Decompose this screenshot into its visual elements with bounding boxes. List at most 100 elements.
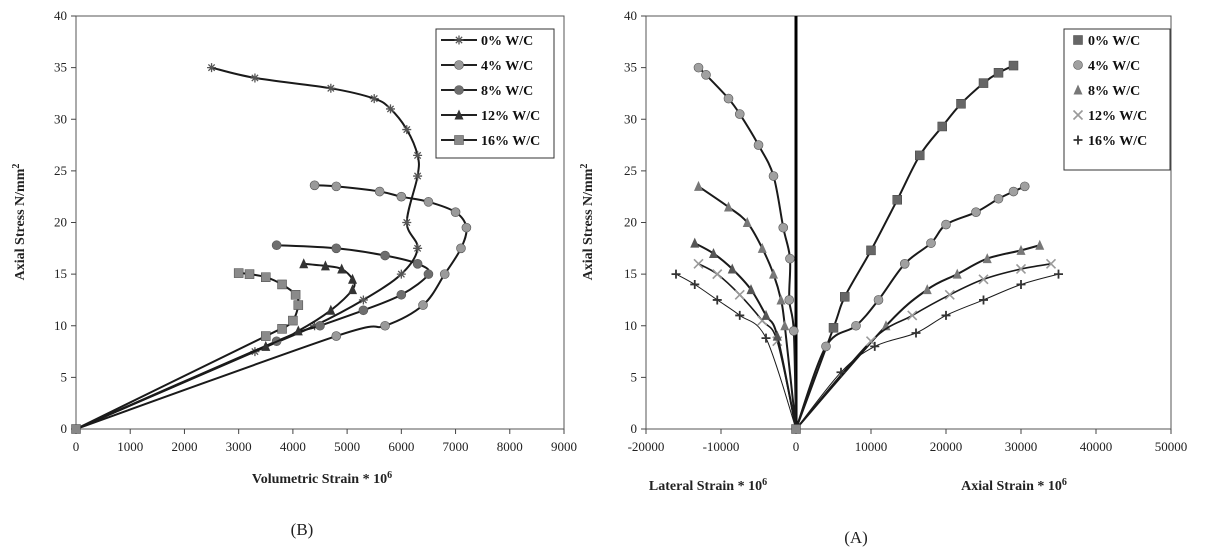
chart-a-y-tick-label: 25 — [624, 163, 637, 178]
chart-b-data-point — [309, 180, 320, 191]
chart-a-data-point — [941, 310, 951, 320]
legend-entry: 16% W/C — [481, 134, 540, 149]
chart-b-data-point — [207, 63, 217, 73]
chart-a: 0 5 10 15 20 25 30 35 40 -20000 -10000 0 10000 20000 3… — [579, 8, 1188, 547]
chart-a-data-point — [671, 269, 681, 279]
chart-a-data-point — [911, 328, 921, 338]
chart-a-data-point — [1019, 181, 1030, 192]
chart-b-data-point — [348, 284, 358, 295]
chart-a-data-point — [828, 323, 839, 333]
chart-a-legend-box — [1063, 28, 1171, 171]
chart-a-data-point — [746, 284, 756, 295]
chart-a-data-point — [1035, 239, 1045, 250]
chart-a-data-point — [690, 279, 700, 289]
chart-a-data-point — [701, 70, 711, 80]
chart-b-data-point — [439, 269, 450, 279]
chart-b-series — [75, 258, 358, 430]
chart-a-data-point — [907, 310, 918, 321]
chart-b-data-point — [374, 186, 385, 197]
chart-b-data-point — [413, 243, 423, 253]
chart-b-data-point — [261, 331, 271, 341]
chart-b-legend: 0% W/C 4% W/C 8% W/C 12% W/C 16% W/C — [435, 28, 555, 159]
chart-b-data-point — [299, 258, 309, 269]
chart-a-data-point — [776, 294, 786, 305]
chart-a-data-point — [840, 292, 850, 302]
legend-entry: 12% W/C — [481, 109, 540, 124]
legend-entry: 16% W/C — [1088, 134, 1147, 149]
chart-b-data-point — [244, 269, 255, 279]
chart-a-data-point — [690, 237, 700, 248]
chart-a-data-point — [724, 201, 733, 212]
chart-a-y-tick-label: 30 — [624, 111, 637, 126]
chart-a-data-point — [899, 258, 910, 269]
chart-a-data-point — [709, 247, 718, 258]
legend-marker — [1073, 84, 1083, 95]
chart-a-data-point — [788, 326, 799, 336]
legend-entry: 8% W/C — [1088, 84, 1140, 99]
chart-b-data-point — [358, 295, 368, 305]
chart-a-data-point — [937, 121, 947, 132]
chart-b-data-point — [326, 83, 336, 93]
chart-a-data-point — [993, 68, 1004, 78]
legend-marker — [454, 35, 464, 45]
chart-a-series — [693, 62, 1030, 430]
legend-entry: 0% W/C — [1088, 34, 1140, 49]
chart-b-data-point — [358, 305, 369, 316]
chart-b-data-point — [418, 300, 428, 310]
chart-b-data-point — [461, 222, 472, 233]
chart-a-data-point — [694, 180, 703, 191]
legend-marker — [454, 60, 464, 70]
chart-a-caption: (A) — [844, 528, 868, 547]
chart-b-y-axis-label: Axial Stress N/mm2 — [11, 164, 29, 281]
chart-a-data-point — [693, 258, 704, 269]
chart-b-data-point — [288, 315, 298, 326]
chart-b-x-tick-label: 0 — [73, 439, 80, 454]
chart-a-data-point — [1045, 258, 1057, 269]
chart-b-y-tick-label: 10 — [54, 318, 67, 333]
chart-a-y-tick-label: 0 — [631, 421, 638, 436]
legend-entry: 12% W/C — [1088, 109, 1147, 124]
chart-b-data-point — [369, 94, 379, 104]
chart-a-data-point — [892, 195, 902, 205]
chart-a-data-point — [982, 253, 992, 264]
chart-b-y-tick-label: 15 — [54, 266, 67, 281]
chart-b-data-point — [293, 325, 303, 336]
chart-b-y-tick-label: 0 — [61, 421, 68, 436]
chart-a-data-point — [870, 341, 880, 351]
chart-a-y-tick-label: 5 — [631, 369, 638, 384]
chart-b-series — [75, 180, 472, 430]
chart-b-data-point — [331, 181, 342, 192]
chart-a-data-point — [1016, 244, 1026, 255]
chart-b-data-point — [293, 300, 304, 310]
chart-b-data-point — [423, 269, 434, 279]
chart-a-data-point — [734, 289, 745, 300]
chart-b-data-point — [290, 290, 301, 300]
chart-b-data-point — [233, 268, 244, 278]
chart-a-data-point — [723, 93, 734, 104]
chart-b-x-tick-label: 8000 — [497, 439, 523, 454]
chart-a-y-tick-label: 10 — [624, 318, 637, 333]
chart-a-y-tick-label: 40 — [624, 8, 637, 23]
chart-a-y-tick-label: 35 — [624, 60, 637, 75]
chart-b-data-point — [271, 240, 282, 251]
chart-a-data-point — [1016, 279, 1026, 289]
chart-a-data-point — [693, 62, 704, 73]
legend-marker — [1072, 109, 1084, 121]
chart-a-data-point — [768, 171, 779, 181]
chart-a-data-point — [1008, 60, 1019, 71]
chart-b-data-point — [412, 258, 423, 269]
chart-b-data-point — [396, 269, 406, 279]
legend-entry: 0% W/C — [481, 34, 533, 49]
chart-a-data-point — [1054, 269, 1063, 279]
legend-entry: 8% W/C — [481, 84, 533, 99]
chart-b-data-point — [402, 125, 412, 135]
chart-a-data-point — [761, 333, 771, 343]
chart-b-x-tick-label: 2000 — [171, 439, 197, 454]
chart-b-data-point — [277, 279, 287, 290]
chart-b-y-tick-label: 20 — [54, 215, 67, 230]
legend-entry: 4% W/C — [1088, 59, 1140, 74]
chart-a-x-tick-label: -20000 — [628, 439, 665, 454]
chart-b-data-point — [450, 207, 461, 217]
chart-b-y-tick-label: 5 — [61, 369, 68, 384]
